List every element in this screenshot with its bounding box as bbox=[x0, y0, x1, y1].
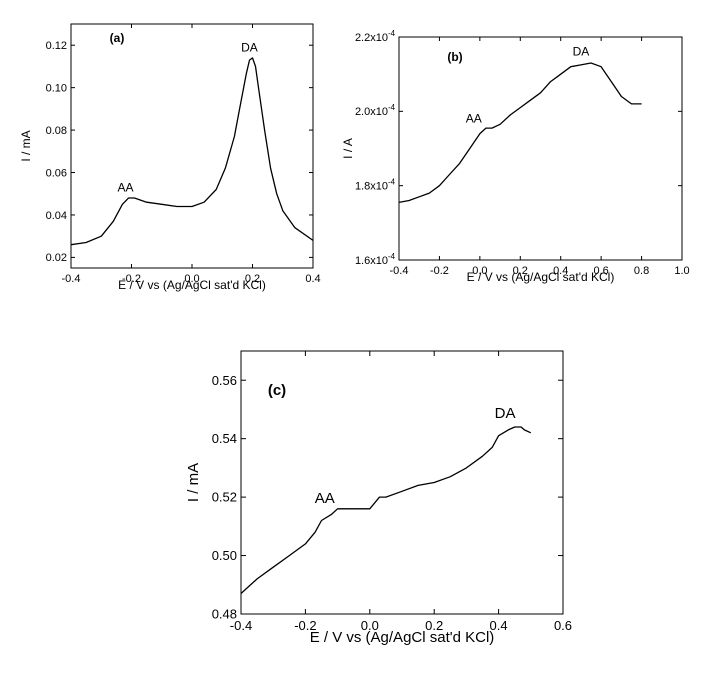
x-tick-label: -0.4 bbox=[390, 265, 409, 277]
x-axis-label: E / V vs (Ag/AgCl sat'd KCl) bbox=[118, 278, 266, 292]
x-tick-label: 1.0 bbox=[674, 265, 689, 277]
peak-annotation: AA bbox=[466, 111, 482, 125]
x-tick-label: 0.4 bbox=[490, 618, 508, 633]
y-tick-label: 0.50 bbox=[212, 548, 237, 563]
y-axis-label: I / A bbox=[341, 138, 355, 159]
x-tick-label: -0.2 bbox=[430, 265, 449, 277]
series-line bbox=[398, 62, 642, 204]
y-tick-label: 2.0x10-4 bbox=[355, 103, 396, 118]
y-tick-label: 0.52 bbox=[212, 490, 237, 505]
plot-frame bbox=[398, 36, 683, 261]
y-tick-label: 0.12 bbox=[46, 40, 67, 52]
peak-annotation: DA bbox=[241, 41, 258, 55]
y-tick-label: 0.48 bbox=[212, 607, 237, 622]
peak-annotation: AA bbox=[315, 490, 335, 507]
series-line bbox=[70, 57, 314, 246]
x-tick-label: -0.4 bbox=[62, 273, 81, 285]
x-axis-label: E / V vs (Ag/AgCl sat'd KCl) bbox=[310, 629, 495, 646]
y-tick-label: 0.54 bbox=[212, 431, 237, 446]
y-tick-label: 0.10 bbox=[46, 83, 67, 95]
x-tick-label: -0.2 bbox=[294, 618, 316, 633]
chart-c: -0.4 -0.2 0.0 0.2 0.4 0.6 0.48 0.50 0.52 0.54 0.56… bbox=[185, 350, 572, 646]
x-tick-label: -0.2 bbox=[122, 273, 141, 285]
peak-annotation: AA bbox=[117, 181, 133, 195]
x-tick-label: 0.4 bbox=[305, 273, 320, 285]
chart-a: -0.4 -0.2 0.0 0.2 0.4 0.02 0.04 0.06 0.08 0.10 0.1… bbox=[19, 23, 321, 292]
y-tick-label: 2.2x10-4 bbox=[355, 29, 396, 44]
x-tick-label: 0.2 bbox=[425, 618, 443, 633]
x-tick-label: 0.6 bbox=[593, 265, 608, 277]
panel-label: (a) bbox=[110, 31, 125, 45]
panel-label: (b) bbox=[447, 50, 462, 64]
series-line bbox=[240, 426, 532, 594]
y-tick-label: 1.8x10-4 bbox=[355, 178, 396, 193]
peak-annotation: DA bbox=[573, 45, 590, 59]
y-tick-label: 0.08 bbox=[46, 125, 67, 137]
y-axis-label: I / mA bbox=[185, 463, 202, 502]
x-tick-label: 0.4 bbox=[553, 265, 568, 277]
x-axis-label: E / V vs (Ag/AgCl sat'd KCl) bbox=[467, 270, 615, 284]
x-tick-label: -0.4 bbox=[230, 618, 252, 633]
y-tick-label: 0.06 bbox=[46, 167, 67, 179]
panel-label: (c) bbox=[268, 382, 286, 399]
chart-b: -0.4 -0.2 0.0 0.2 0.4 0.6 0.8 1.0 1.6x10-4 1.8x10… bbox=[341, 29, 690, 284]
x-tick-label: 0.2 bbox=[245, 273, 260, 285]
x-tick-label: 0.8 bbox=[634, 265, 649, 277]
x-tick-label: 0.2 bbox=[513, 265, 528, 277]
y-tick-label: 0.04 bbox=[46, 210, 67, 222]
x-tick-label: 0.0 bbox=[472, 265, 487, 277]
y-tick-label: 1.6x10-4 bbox=[355, 252, 396, 267]
x-tick-label: 0.6 bbox=[554, 618, 572, 633]
peak-annotation: DA bbox=[495, 405, 516, 422]
plot-frame bbox=[240, 350, 564, 615]
x-tick-label: 0.0 bbox=[184, 273, 199, 285]
plot-frame bbox=[70, 23, 314, 269]
y-axis-label: I / mA bbox=[19, 130, 33, 161]
y-tick-label: 0.56 bbox=[212, 373, 237, 388]
x-tick-label: 0.0 bbox=[361, 618, 379, 633]
y-tick-label: 0.02 bbox=[46, 252, 67, 264]
